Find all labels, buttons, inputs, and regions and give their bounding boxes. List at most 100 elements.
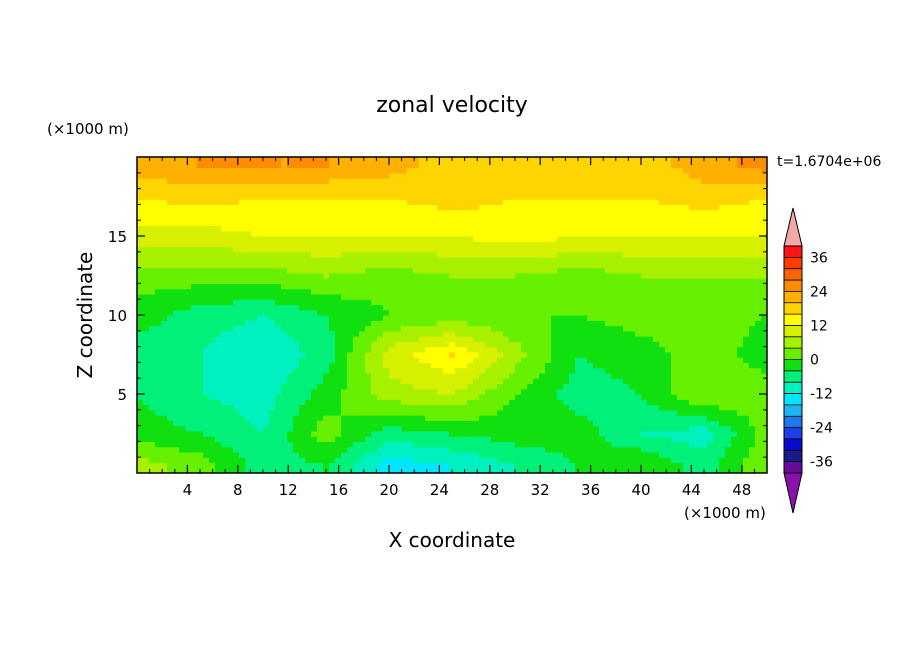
field-cell — [377, 272, 384, 279]
field-cell — [203, 367, 210, 374]
field-cell — [503, 162, 510, 169]
field-cell — [473, 309, 480, 316]
field-cell — [167, 399, 174, 406]
field-cell — [209, 346, 216, 353]
field-cell — [323, 388, 330, 395]
field-cell — [161, 315, 168, 321]
field-cell — [179, 362, 186, 369]
field-cell — [293, 272, 300, 279]
field-cell — [497, 157, 504, 163]
field-cell — [365, 388, 372, 395]
field-cell — [233, 204, 240, 211]
field-cell — [167, 394, 174, 400]
field-cell — [209, 172, 216, 179]
field-cell — [209, 257, 216, 263]
field-cell — [203, 388, 210, 395]
field-cell — [587, 241, 594, 248]
field-cell — [215, 415, 222, 421]
field-cell — [293, 193, 300, 200]
field-cell — [485, 336, 492, 342]
field-cell — [251, 157, 258, 163]
field-cell — [449, 451, 456, 458]
field-cell — [329, 451, 336, 458]
field-cell — [311, 167, 318, 174]
field-cell — [593, 246, 600, 253]
field-cell — [605, 436, 612, 442]
field-cell — [215, 241, 222, 248]
field-cell — [137, 262, 144, 269]
field-cell — [623, 220, 630, 227]
field-cell — [341, 430, 348, 437]
field-cell — [293, 178, 300, 184]
field-cell — [167, 199, 174, 205]
field-cell — [377, 251, 384, 258]
field-cell — [515, 430, 522, 437]
field-cell — [605, 351, 612, 358]
field-cell — [401, 204, 408, 211]
field-cell — [221, 204, 228, 211]
field-cell — [401, 378, 408, 385]
field-cell — [377, 341, 384, 348]
field-cell — [137, 351, 144, 358]
field-cell — [245, 178, 252, 184]
field-cell — [221, 209, 228, 216]
field-cell — [623, 346, 630, 353]
field-cell — [575, 409, 582, 416]
field-cell — [419, 462, 426, 469]
field-cell — [581, 157, 588, 163]
field-cell — [617, 446, 624, 453]
field-cell — [485, 172, 492, 179]
field-cell — [599, 362, 606, 369]
field-cell — [413, 467, 420, 473]
field-cell — [389, 378, 396, 385]
field-cell — [329, 178, 336, 184]
field-cell — [251, 262, 258, 269]
field-cell — [347, 162, 354, 169]
field-cell — [557, 251, 564, 258]
field-cell — [245, 467, 252, 473]
field-cell — [593, 346, 600, 353]
field-cell — [413, 383, 420, 390]
field-cell — [515, 272, 522, 279]
field-cell — [413, 367, 420, 374]
field-cell — [371, 167, 378, 174]
field-cell — [467, 336, 474, 342]
field-cell — [611, 446, 618, 453]
field-cell — [599, 351, 606, 358]
field-cell — [227, 262, 234, 269]
field-cell — [335, 214, 342, 221]
field-cell — [329, 283, 336, 290]
field-cell — [317, 436, 324, 442]
field-cell — [545, 394, 552, 400]
field-cell — [551, 272, 558, 279]
field-cell — [503, 315, 510, 321]
field-cell — [455, 320, 462, 327]
field-cell — [365, 320, 372, 327]
field-cell — [599, 167, 606, 174]
field-cell — [173, 251, 180, 258]
field-cell — [623, 457, 630, 464]
field-cell — [371, 330, 378, 337]
field-cell — [539, 283, 546, 290]
field-cell — [233, 230, 240, 237]
field-cell — [299, 230, 306, 237]
field-cell — [365, 214, 372, 221]
field-cell — [323, 193, 330, 200]
field-cell — [521, 362, 528, 369]
field-cell — [635, 436, 642, 442]
field-cell — [335, 451, 342, 458]
field-cell — [347, 341, 354, 348]
field-cell — [587, 415, 594, 421]
field-cell — [185, 183, 192, 190]
field-cell — [527, 388, 534, 395]
field-cell — [299, 272, 306, 279]
field-cell — [167, 172, 174, 179]
field-cell — [329, 420, 336, 427]
field-cell — [179, 283, 186, 290]
field-cell — [239, 157, 246, 163]
field-cell — [293, 357, 300, 363]
field-cell — [623, 372, 630, 379]
field-cell — [521, 204, 528, 211]
field-cell — [293, 430, 300, 437]
field-cell — [605, 225, 612, 232]
